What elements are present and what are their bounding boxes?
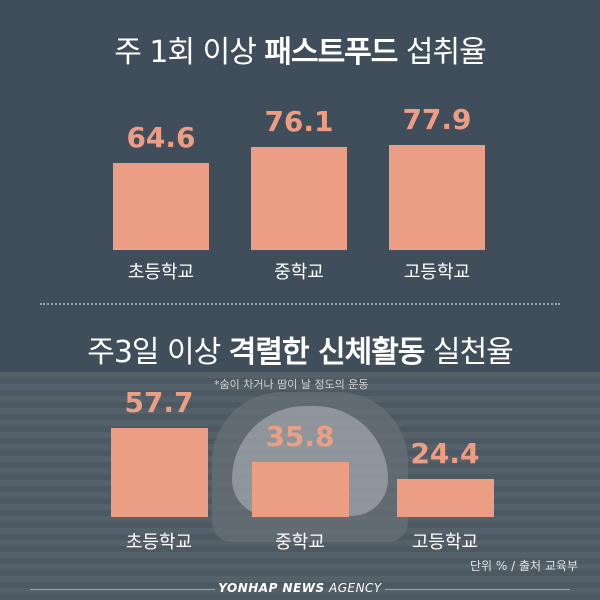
chart2-value-label-1: 35.8 — [265, 419, 335, 453]
chart2-title-prefix: 주3일 이상 — [87, 335, 229, 370]
chart1-bar-0 — [113, 162, 209, 250]
section-divider — [40, 303, 560, 305]
chart1-title: 주 1회 이상 패스트푸드 섭취율 — [0, 27, 600, 71]
chart1-value-label-0: 64.6 — [126, 120, 196, 154]
chart1-value-label-2: 77.9 — [402, 102, 472, 136]
chart2-bar-0 — [110, 427, 208, 517]
chart2-bar-1 — [251, 461, 349, 517]
agency-logo: YONHAP NEWS AGENCY — [0, 581, 600, 595]
chart1-value-label-1: 76.1 — [264, 105, 334, 139]
chart1-bar-2 — [389, 144, 485, 250]
footer-line-right — [385, 589, 570, 590]
agency-logo-bold: YONHAP NEWS — [218, 581, 325, 595]
chart2-value-label-2: 24.4 — [410, 437, 480, 471]
chart-fastfood: 64.6 초등학교 76.1 중학교 77.9 고등학교 — [113, 102, 485, 283]
chart2-value-label-0: 57.7 — [124, 385, 194, 419]
footer-brand-bar: YONHAP NEWS AGENCY — [0, 580, 600, 600]
footer-line-left — [30, 589, 215, 590]
chart2-category-label-2: 고등학교 — [411, 532, 479, 553]
chart2-category-label-1: 중학교 — [275, 532, 325, 553]
agency-logo-rest: AGENCY — [324, 581, 382, 595]
chart2-bar-2 — [396, 479, 494, 517]
chart1-category-label-1: 중학교 — [274, 262, 324, 283]
chart2-title: 주3일 이상 격렬한 신체활동 실천율 — [0, 327, 600, 371]
chart1-bar-1 — [251, 147, 347, 250]
chart1-title-suffix: 섭취율 — [397, 35, 487, 70]
chart1-category-label-2: 고등학교 — [403, 262, 471, 283]
chart-physical-activity: 57.7 초등학교 35.8 중학교 24.4 고등학교 — [110, 385, 494, 553]
chart2-category-label-0: 초등학교 — [125, 532, 193, 553]
chart1-title-bold: 패스트푸드 — [264, 35, 398, 70]
chart2-title-bold: 격렬한 신체활동 — [228, 335, 426, 370]
chart2-note: *숨이 차거나 땀이 날 정도의 운동 — [214, 378, 369, 391]
chart1-title-prefix: 주 1회 이상 — [114, 35, 265, 70]
source-credit: 단위 % / 출처 교육부 — [470, 559, 578, 573]
chart2-title-suffix: 실천율 — [424, 335, 514, 370]
chart1-category-label-0: 초등학교 — [127, 262, 195, 283]
